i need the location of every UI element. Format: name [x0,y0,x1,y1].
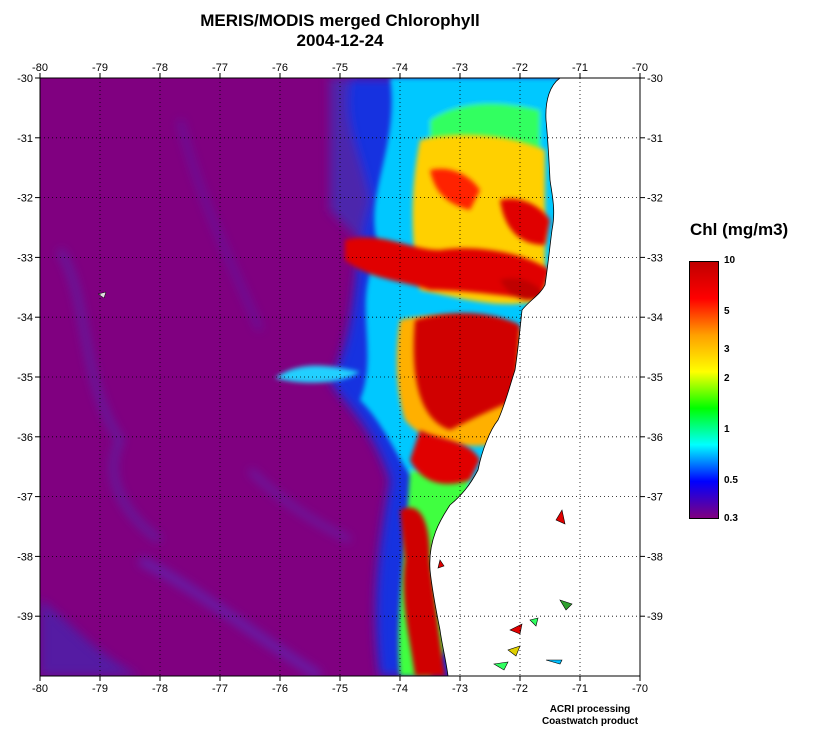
offshore-filaments [40,119,352,676]
tick-label-top: -78 [152,62,168,74]
tick-label-right: -37 [647,492,663,504]
tick-label-left: -39 [17,611,33,623]
tick-label-right: -32 [647,193,663,205]
tick-label-right: -34 [647,312,663,324]
map-axes: -80 -80 -79 -79 -78 -78 -77 -77 -76 -76 -75 -75 -74 -… [17,62,663,695]
tick-label-left: -33 [17,252,33,264]
tick-label-left: -38 [17,551,33,563]
tick-label-bottom: -74 [392,683,408,695]
colorbar-tick-label: 3 [724,343,730,355]
tick-label-bottom: -71 [572,683,588,695]
colorbar [689,261,719,519]
tick-label-left: -35 [17,372,33,384]
processing-credit: ACRI processing [549,704,631,715]
tick-label-bottom: -78 [152,683,168,695]
tick-label-bottom: -79 [92,683,108,695]
tick-label-left: -30 [17,73,33,85]
colorbar-title: Chl (mg/m3) [690,220,789,239]
tick-label-right: -35 [647,372,663,384]
map-grid [40,78,640,676]
tick-label-right: -31 [647,133,663,145]
tick-label-bottom: -80 [32,683,48,695]
tick-label-left: -37 [17,492,33,504]
map-title: MERIS/MODIS merged Chlorophyll [200,11,480,30]
tick-label-bottom: -73 [452,683,468,695]
tick-label-left: -34 [17,312,33,324]
tick-label-top: -70 [632,62,648,74]
colorbar-tick-label: 10 [724,255,736,266]
tick-label-bottom: -76 [272,683,288,695]
tick-label-top: -74 [392,62,408,74]
colorbar-tick-label: 5 [724,305,730,317]
tick-label-left: -31 [17,133,33,145]
tick-label-bottom: -72 [512,683,528,695]
tick-label-left: -32 [17,193,33,205]
colorbar-tick-label: 2 [724,373,730,385]
tick-label-bottom: -70 [632,683,648,695]
map-date: 2004-12-24 [296,31,384,50]
tick-label-top: -80 [32,62,48,74]
tick-label-bottom: -77 [212,683,228,695]
tick-label-top: -76 [272,62,288,74]
colorbar-tick-label: 1 [724,424,730,436]
tick-label-top: -79 [92,62,108,74]
inland-water-bodies [97,291,573,671]
colorbar-tick-label: 0.5 [724,475,738,487]
tick-label-top: -72 [512,62,528,74]
product-credit: Coastwatch product [541,716,639,727]
tick-label-top: -77 [212,62,228,74]
tick-label-right: -30 [647,73,663,85]
tick-label-bottom: -75 [332,683,348,695]
land-area [429,78,640,676]
tick-label-right: -38 [647,551,663,563]
tick-label-left: -36 [17,432,33,444]
tick-label-top: -73 [452,62,468,74]
tick-label-right: -39 [647,611,663,623]
tick-label-top: -75 [332,62,348,74]
tick-label-top: -71 [572,62,588,74]
tick-label-right: -36 [647,432,663,444]
coastal-band-red [345,168,550,676]
colorbar-tick-label: 0.3 [724,513,738,524]
tick-label-right: -33 [647,252,663,264]
